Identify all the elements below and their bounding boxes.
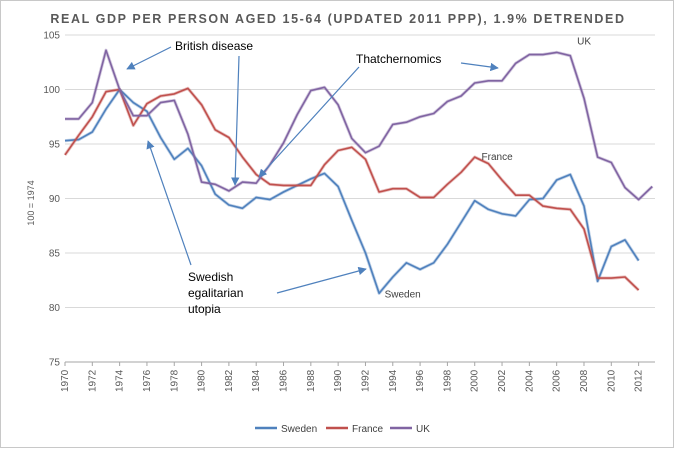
legend: Sweden France UK [255,424,430,435]
x-tick-label-2012: 2012 [634,369,645,392]
x-tick-label-2002: 2002 [497,369,508,392]
x-tick-label-2010: 2010 [606,369,617,392]
x-tick-label-1972: 1972 [87,369,98,392]
legend-label-uk: UK [416,424,430,435]
y-tick-label-85: 85 [49,249,61,260]
x-tick-label-1988: 1988 [306,369,317,392]
uk-line [65,49,653,201]
y-axis-label: 100 = 1974 [26,180,36,225]
x-tick-label-1990: 1990 [333,369,344,392]
x-tick-label-1978: 1978 [169,369,180,392]
annotations: British disease Thatchernomics Swedish egal… [126,39,499,316]
chart-title: REAL GDP PER PERSON AGED 15-64 (UPDATED … [50,12,625,26]
y-tick-label-100: 100 [43,85,60,96]
arrow-british-disease-left [126,46,172,70]
x-tick-label-2008: 2008 [579,369,590,392]
x-tick-label-2004: 2004 [524,369,535,392]
x-tick-label-1994: 1994 [388,369,399,392]
legend-label-france: France [352,424,384,435]
arrow-thatchernomics-right [460,62,499,72]
x-tick-label-1976: 1976 [142,369,153,392]
x-tick-label-1998: 1998 [442,369,453,392]
grid-lines [65,34,655,363]
y-tick-label-95: 95 [49,140,61,151]
series-labels: Sweden France UK [385,37,592,301]
y-tick-label-75: 75 [49,358,61,369]
y-tick-label-80: 80 [49,303,61,314]
france-line [64,87,640,291]
annotation-swedish-utopia-line-3: utopia [188,302,221,316]
x-tick-label-1984: 1984 [251,369,262,392]
x-tick-label-1970: 1970 [60,369,71,392]
arrow-british-disease-down [231,55,240,186]
x-tick-label-1980: 1980 [197,369,208,392]
series-lines [63,48,654,295]
x-tick-label-1996: 1996 [415,369,426,392]
sweden-line [64,88,640,295]
arrow-swedish-utopia-up [146,140,192,266]
x-tick-label-2006: 2006 [552,369,563,392]
legend-label-sweden: Sweden [281,424,317,435]
annotation-swedish-utopia-line-1: Swedish [188,270,233,284]
annotation-swedish-utopia-line-2: egalitarian [188,286,243,300]
annotation-british-disease: British disease [175,39,253,53]
series-label-uk: UK [577,37,591,48]
axes: 75 80 85 90 95 100 105 1970 1972 1974 1976 1978 1980… [43,31,655,392]
x-tick-label-1992: 1992 [360,369,371,392]
x-tick-label-2000: 2000 [470,369,481,392]
y-tick-label-105: 105 [43,31,60,42]
series-label-france: France [482,152,514,163]
y-tick-label-90: 90 [49,194,61,205]
arrow-thatchernomics-down [258,66,360,178]
x-tick-label-1974: 1974 [115,369,126,392]
x-tick-label-1986: 1986 [279,369,290,392]
arrow-swedish-utopia-right [276,266,367,294]
x-tick-label-1982: 1982 [224,369,235,392]
series-label-sweden: Sweden [385,289,421,300]
annotation-thatchernomics: Thatchernomics [356,52,441,66]
